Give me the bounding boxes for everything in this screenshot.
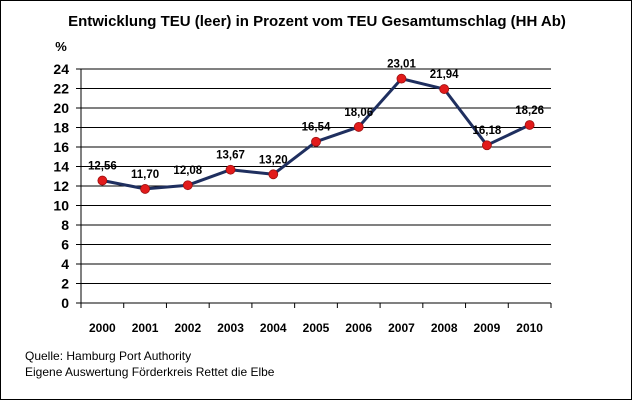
- x-tick-label: 2004: [260, 321, 287, 335]
- y-tick-label: 16: [53, 139, 69, 155]
- y-tick-label: 0: [61, 295, 69, 311]
- data-point-2007: [396, 73, 407, 84]
- data-point-2005: [311, 136, 321, 147]
- y-tick-label: 8: [61, 217, 69, 233]
- x-tick-label: 2007: [388, 321, 415, 335]
- gridlines: [81, 68, 551, 284]
- source-line-1: Quelle: Hamburg Port Authority: [25, 349, 191, 363]
- y-tick-label: 2: [61, 276, 69, 292]
- x-tick-label: 2003: [217, 321, 244, 335]
- data-label-2002: 12,08: [173, 165, 202, 177]
- series-markers: [97, 73, 535, 194]
- data-point-2010: [524, 120, 535, 130]
- data-point-2009: [482, 140, 492, 151]
- data-label-2005: 16,54: [302, 122, 331, 134]
- data-label-2001: 11,70: [131, 169, 159, 181]
- chart-title: Entwicklung TEU (leer) in Prozent vom TE…: [68, 13, 566, 30]
- source-line-2: Eigene Auswertung Förderkreis Rettet die…: [25, 365, 275, 379]
- y-tick-label: 10: [53, 198, 69, 214]
- y-tick-label: 22: [53, 81, 69, 97]
- series-polyline: [102, 77, 531, 191]
- data-label-2003: 13,67: [216, 150, 245, 162]
- data-point-2001: [140, 184, 150, 194]
- data-label-2010: 18,26: [515, 105, 544, 117]
- axes: [76, 68, 552, 308]
- data-point-2003: [225, 164, 236, 175]
- data-point-2000: [97, 175, 108, 186]
- data-label-2006: 18,06: [344, 107, 373, 119]
- y-tick-label: 20: [53, 100, 69, 116]
- y-tick-label: 14: [53, 159, 69, 175]
- data-label-2008: 21,94: [430, 69, 459, 81]
- data-point-2006: [353, 122, 364, 132]
- y-tick-label: 6: [61, 237, 69, 253]
- x-tick-labels: 2000 2001 2002 2003 2004 2005 2006 2007 2008 2009…: [89, 321, 543, 335]
- y-tick-label: 12: [53, 178, 69, 194]
- y-tick-label: 18: [53, 120, 69, 136]
- data-point-2008: [439, 84, 450, 94]
- data-label-2009: 16,18: [473, 125, 502, 137]
- x-tick-label: 2010: [516, 321, 543, 335]
- data-label-2004: 13,20: [259, 154, 288, 166]
- x-tick-label: 2005: [303, 321, 330, 335]
- series-line: [102, 77, 531, 191]
- y-tick-label: 4: [61, 256, 69, 272]
- y-tick-label: 24: [53, 61, 69, 77]
- data-labels: 12,56 11,70 12,08 13,67 13,20 16,54 18,06 23,01…: [88, 59, 544, 181]
- data-point-2002: [182, 180, 193, 191]
- data-point-2004: [268, 169, 279, 180]
- x-tick-label: 2008: [431, 321, 458, 335]
- x-tick-label: 2002: [174, 321, 201, 335]
- x-tick-label: 2009: [474, 321, 501, 335]
- data-label-2007: 23,01: [387, 59, 416, 71]
- x-tick-label: 2006: [345, 321, 372, 335]
- x-tick-label: 2001: [132, 321, 159, 335]
- x-tick-label: 2000: [89, 321, 116, 335]
- data-label-2000: 12,56: [88, 161, 117, 173]
- y-axis-unit: %: [55, 39, 67, 54]
